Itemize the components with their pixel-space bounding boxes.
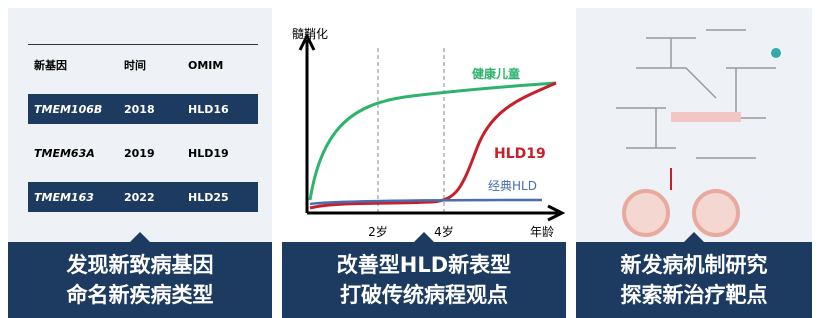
gene: TMEM63A (28, 147, 124, 160)
table-rule (28, 44, 258, 45)
highlight (671, 112, 741, 122)
pathway-sketch (616, 30, 776, 158)
gene: TMEM106B (28, 103, 124, 116)
year: 2022 (124, 191, 188, 204)
header-cell: 新基因 (28, 57, 124, 73)
curve-label: 经典HLD (488, 179, 537, 193)
x-tick-label: 2岁 (368, 224, 388, 239)
cell-image (694, 191, 738, 235)
omim: HLD25 (188, 191, 258, 204)
x-axis-label: 年龄 (530, 225, 554, 239)
myelination-chart: 髓鞘化 年龄 2岁 4岁 健康儿童 HLD19 经典HLD (282, 8, 566, 242)
notch (130, 232, 150, 242)
banner: 新发病机制研究 探索新治疗靶点 (576, 242, 812, 318)
mechanism-figure (576, 8, 812, 242)
header-cell: 时间 (124, 57, 188, 73)
page: 新基因 时间 OMIM TMEM106B 2018 HLD16 TMEM63A … (0, 0, 820, 318)
banner-line: 新发病机制研究 (576, 250, 812, 280)
table-row: TMEM106B 2018 HLD16 (28, 94, 258, 124)
table-row: TMEM163 2022 HLD25 (28, 182, 258, 212)
banner-line: 发现新致病基因 (8, 250, 272, 280)
omim: HLD19 (188, 147, 258, 160)
curve-label: 健康儿童 (472, 66, 520, 81)
banner: 发现新致病基因 命名新疾病类型 (8, 242, 272, 318)
table-header: 新基因 时间 OMIM (28, 50, 258, 80)
marker (771, 48, 781, 58)
x-tick-label: 4岁 (434, 224, 454, 239)
mechanism-panel: 新发病机制研究 探索新治疗靶点 (576, 8, 812, 318)
omim: HLD16 (188, 103, 258, 116)
banner: 改善型HLD新表型 打破传统病程观点 (282, 242, 566, 318)
gene: TMEM163 (28, 191, 124, 204)
notch (414, 232, 434, 242)
gene-panel: 新基因 时间 OMIM TMEM106B 2018 HLD16 TMEM63A … (8, 8, 272, 318)
header-cell: OMIM (188, 59, 258, 72)
banner-line: 改善型HLD新表型 (282, 250, 566, 280)
year: 2018 (124, 103, 188, 116)
banner-line: 打破传统病程观点 (282, 280, 566, 310)
curve-label: HLD19 (494, 146, 546, 162)
y-axis-label: 髓鞘化 (292, 27, 328, 41)
banner-line: 命名新疾病类型 (8, 280, 272, 310)
phenotype-panel: 髓鞘化 年龄 2岁 4岁 健康儿童 HLD19 经典HLD 改善型HLD新表型 … (282, 8, 566, 318)
banner-line: 探索新治疗靶点 (576, 280, 812, 310)
x-axis (307, 206, 562, 220)
cell-image (624, 191, 668, 235)
year: 2019 (124, 147, 188, 160)
table-row: TMEM63A 2019 HLD19 (28, 138, 258, 168)
notch (684, 232, 704, 242)
